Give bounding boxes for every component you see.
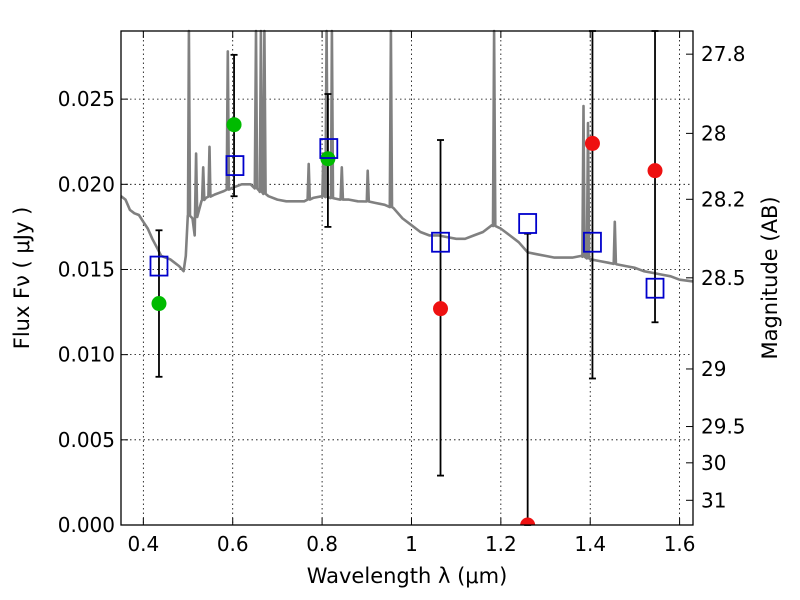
data-point-circle [433,301,449,317]
mag-tick-label: 27.8 [701,42,746,66]
data-point-circle [226,117,242,133]
x-tick-label: 1.4 [574,532,606,556]
data-point-square [431,231,450,253]
mag-tick-label: 29.5 [701,415,746,439]
x-tick-labels: 0.4 0.6 0.8 1 1.2 1.4 1.6 [127,532,695,556]
model-spectrum [120,29,694,283]
mag-tick-label: 31 [701,488,726,512]
data-point-circle [520,517,536,525]
y-tick-label: 0.015 [58,257,115,281]
y2-axis-label: Magnitude (AB) [758,196,782,359]
data-point-circle [151,296,167,312]
x-tick-label: 1 [405,532,418,556]
y-tick-label: 0.000 [58,513,115,537]
data-point-square [319,138,339,159]
data-point-circle [647,163,663,179]
y-axis-label: Flux Fν ( μJy ) [10,207,34,350]
x-tick-label: 1.2 [485,532,517,556]
data-point-square [149,255,169,277]
y-tick-label: 0.010 [58,343,115,367]
mag-tick-label: 30 [701,451,726,475]
data-point-square [518,213,538,234]
x-tick-label: 0.8 [306,532,338,556]
y-tick-label: 0.020 [58,172,115,196]
magnitude-tick-labels: 27.8 28 28.2 28.5 29 29.5 30 31 [701,42,746,512]
axis-ticks [121,31,693,526]
mag-tick-label: 29 [701,357,726,381]
data-point-circle [584,135,600,151]
mag-tick-label: 28.2 [701,187,746,211]
x-tick-label: 0.4 [127,532,159,556]
y-tick-label: 0.005 [58,428,115,452]
data-point-square [645,277,665,299]
y-tick-label: 0.025 [58,87,115,111]
mag-tick-label: 28.5 [701,266,746,290]
mag-tick-label: 28 [701,121,726,145]
x-axis-label: Wavelength λ (μm) [307,564,508,588]
grid-lines [121,31,693,526]
photometry-points [149,117,665,525]
plot-frame [120,30,694,526]
model-spectrum-line [120,29,694,283]
data-point-square [583,231,602,253]
y-tick-labels: 0.000 0.005 0.010 0.015 0.020 0.025 [58,87,115,537]
x-tick-label: 1.6 [664,532,696,556]
x-tick-label: 0.6 [217,532,249,556]
data-point-square [225,155,245,176]
